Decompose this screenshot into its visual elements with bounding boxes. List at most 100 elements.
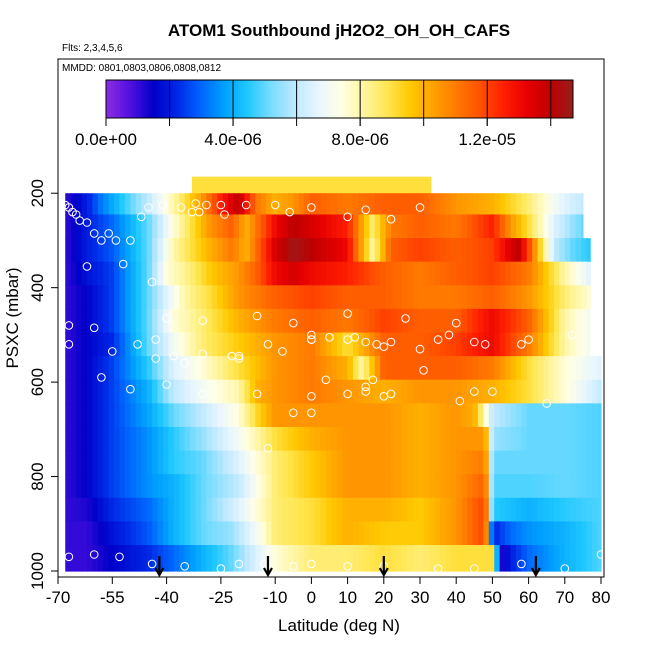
heatmap-cell [363, 521, 370, 546]
heatmap-cell [532, 497, 539, 523]
heatmap-cell [119, 332, 126, 357]
heatmap-cell [396, 214, 403, 239]
heatmap-cell [412, 238, 419, 263]
heatmap-cell [429, 308, 436, 334]
heatmap-cell [320, 379, 327, 404]
heatmap-cell [336, 332, 343, 357]
heatmap-cell [429, 474, 436, 499]
heatmap-cell [570, 238, 577, 263]
heatmap-cell [124, 332, 131, 357]
heatmap-cell [282, 261, 289, 286]
heatmap-cell [157, 545, 164, 572]
heatmap-cell [228, 403, 235, 428]
colorbar-segment [253, 80, 256, 118]
heatmap-cell [439, 332, 446, 357]
heatmap-cell [239, 238, 246, 263]
heatmap-cell [347, 450, 354, 475]
heatmap-cell [233, 521, 240, 546]
heatmap-cell [483, 450, 490, 475]
x-tick-label: -10 [263, 588, 288, 607]
colorbar-segment [533, 80, 537, 118]
heatmap-cell [586, 545, 593, 572]
heatmap-cell [103, 214, 110, 239]
heatmap-cell [396, 474, 403, 499]
heatmap-cell [135, 285, 142, 310]
heatmap-cell [488, 238, 495, 263]
heatmap-cell [494, 214, 501, 239]
heatmap-cell [403, 176, 410, 194]
observation-point [252, 311, 262, 321]
heatmap-cell [135, 403, 142, 428]
heatmap-cell [543, 379, 550, 404]
heatmap-cell [86, 474, 93, 499]
observation-point [97, 373, 106, 382]
heatmap-cell [570, 285, 577, 310]
heatmap-cell [515, 261, 522, 286]
heatmap-cell [515, 426, 522, 452]
heatmap-cell [581, 521, 588, 546]
colorbar-segment [430, 80, 434, 118]
heatmap-cell [195, 521, 202, 546]
heatmap-cell [239, 332, 246, 357]
colorbar-segment [150, 80, 154, 118]
heatmap-cell [423, 450, 430, 475]
heatmap-cell [407, 521, 414, 546]
heatmap-cell [119, 214, 126, 239]
heatmap-cell [342, 238, 349, 263]
heatmap-cell [65, 497, 72, 523]
heatmap-cell [553, 474, 560, 499]
heatmap-cell [217, 497, 224, 523]
heatmap-cell [445, 379, 452, 404]
heatmap-cell [467, 497, 474, 523]
heatmap-cell [537, 379, 544, 404]
heatmap-cell [179, 261, 186, 286]
heatmap-cell [461, 261, 468, 286]
heatmap-cell [333, 176, 340, 194]
heatmap-cell [499, 332, 506, 357]
colorbar-segment [470, 80, 474, 118]
heatmap-cell [135, 356, 142, 381]
observation-point [137, 212, 146, 222]
heatmap-cell [325, 193, 332, 216]
heatmap-cell [141, 356, 148, 381]
heatmap-cell [396, 308, 403, 334]
heatmap-cell [553, 308, 560, 334]
heatmap-cell [157, 193, 164, 216]
observation-point [343, 562, 352, 571]
heatmap-cell [597, 474, 602, 499]
heatmap-cell [477, 308, 484, 334]
heatmap-cell [423, 474, 430, 499]
heatmap-cell [429, 238, 436, 263]
heatmap-cell [271, 521, 278, 546]
heatmap-cell [564, 545, 571, 572]
heatmap-cell [586, 450, 593, 475]
heatmap-cell [320, 356, 327, 381]
heatmap-cell [434, 545, 441, 572]
heatmap-cell [494, 403, 501, 428]
heatmap-cell [249, 193, 256, 216]
heatmap-cell [86, 308, 93, 334]
heatmap-cell [581, 545, 588, 572]
heatmap-cell [311, 176, 318, 194]
heatmap-cell [586, 285, 591, 310]
heatmap-cell [401, 285, 408, 310]
observation-point [343, 389, 352, 399]
heatmap-cell [472, 308, 479, 334]
heatmap-cell [157, 356, 164, 381]
heatmap-cell [369, 214, 376, 239]
colorbar-segment [257, 80, 261, 118]
heatmap-cell [434, 450, 441, 475]
heatmap-cell [510, 285, 517, 310]
heatmap-cell [559, 238, 566, 263]
colorbar-segment [155, 80, 158, 118]
heatmap-cell [298, 356, 305, 381]
heatmap-cell [564, 193, 571, 216]
heatmap-cell [553, 403, 560, 428]
heatmap-cell [358, 497, 365, 523]
heatmap-cell [103, 426, 110, 452]
heatmap-cell [510, 193, 517, 216]
heatmap-cell [222, 426, 229, 452]
heatmap-cell [510, 521, 517, 546]
heatmap-cell [353, 521, 360, 546]
heatmap-cell [472, 193, 479, 216]
